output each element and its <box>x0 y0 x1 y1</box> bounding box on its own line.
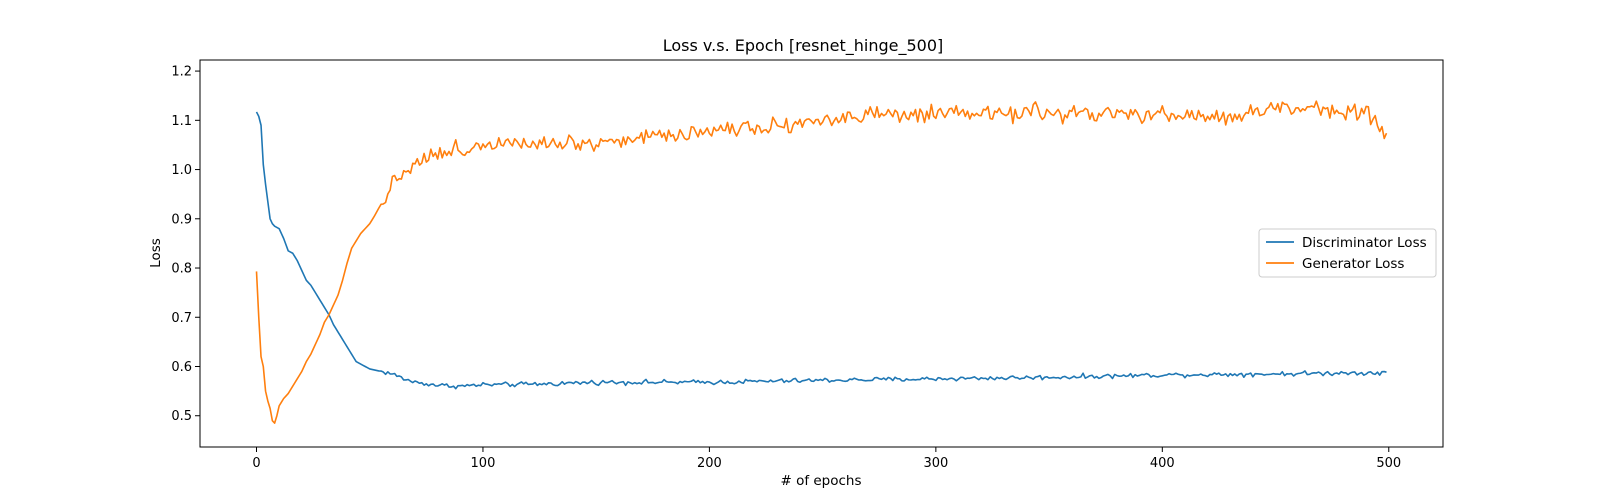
series-line-generator <box>255 100 1388 424</box>
x-tick-label: 200 <box>697 456 722 471</box>
x-axis-ticks: 0 100 200 300 400 500 <box>252 447 1401 471</box>
y-tick-label: 0.5 <box>171 409 192 424</box>
legend: Discriminator Loss Generator Loss <box>1258 228 1437 278</box>
legend-label-discriminator: Discriminator Loss <box>1302 235 1427 251</box>
x-tick-label: 500 <box>1376 456 1401 471</box>
y-axis-label: Loss <box>148 238 164 268</box>
y-tick-label: 0.6 <box>171 360 192 375</box>
legend-box <box>1258 228 1437 278</box>
y-tick-label: 1.1 <box>171 114 192 129</box>
y-tick-label: 0.9 <box>171 212 192 227</box>
x-tick-label: 400 <box>1150 456 1175 471</box>
y-tick-label: 0.7 <box>171 311 192 326</box>
x-axis-label: # of epochs <box>780 473 861 489</box>
x-tick-label: 100 <box>471 456 496 471</box>
chart-title: Loss v.s. Epoch [resnet_hinge_500] <box>663 36 944 56</box>
y-axis-ticks: 0.5 0.6 0.7 0.8 0.9 1.0 1.1 1.2 <box>171 65 200 424</box>
y-tick-label: 1.0 <box>171 163 192 178</box>
series-layer <box>255 100 1388 424</box>
y-tick-label: 0.8 <box>171 262 192 277</box>
plot-frame <box>199 59 1444 448</box>
x-tick-label: 300 <box>923 456 948 471</box>
y-tick-label: 1.2 <box>171 65 192 80</box>
series-line-discriminator <box>255 111 1387 390</box>
x-tick-label: 0 <box>252 456 260 471</box>
legend-label-generator: Generator Loss <box>1302 256 1404 272</box>
